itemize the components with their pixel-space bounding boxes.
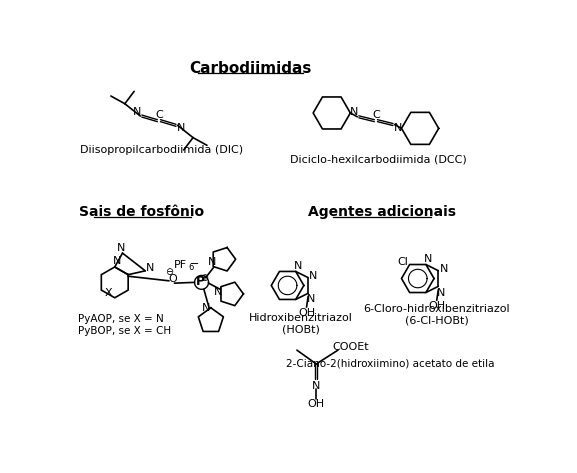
Text: C: C [373, 110, 381, 120]
Text: N: N [294, 261, 302, 271]
Text: N: N [177, 123, 186, 133]
Text: Diciclo-hexilcarbodiimida (DCC): Diciclo-hexilcarbodiimida (DCC) [290, 154, 467, 164]
Text: ⊕: ⊕ [201, 273, 209, 283]
Text: Sais de fosfônio: Sais de fosfônio [79, 204, 204, 219]
Text: N: N [213, 288, 222, 298]
Text: Agentes adicionais: Agentes adicionais [308, 204, 456, 219]
Text: N: N [437, 288, 445, 298]
Text: N: N [394, 123, 403, 132]
Text: N: N [424, 254, 432, 264]
Text: N: N [145, 263, 154, 273]
Text: COOEt: COOEt [332, 342, 369, 352]
Text: N: N [202, 303, 211, 313]
Text: Hidroxibenzitriazol
(HOBt): Hidroxibenzitriazol (HOBt) [249, 313, 353, 335]
Text: OH: OH [428, 301, 445, 311]
Text: OH: OH [308, 399, 325, 409]
Text: N: N [312, 381, 320, 391]
Text: O: O [168, 273, 177, 283]
Text: N: N [113, 256, 121, 266]
Text: −: − [190, 259, 199, 269]
Text: Cl: Cl [397, 257, 408, 267]
Text: Carbodiimidas: Carbodiimidas [189, 61, 312, 76]
Text: N: N [309, 271, 318, 281]
Text: Diisopropilcarbodiimida (DIC): Diisopropilcarbodiimida (DIC) [80, 145, 243, 155]
Text: PyAOP, se X = N: PyAOP, se X = N [78, 315, 164, 324]
Text: ⊖: ⊖ [165, 267, 173, 277]
Text: P: P [196, 275, 205, 288]
Text: OH: OH [298, 308, 315, 318]
Text: N: N [208, 257, 216, 267]
Text: N: N [350, 107, 358, 117]
Text: PyBOP, se X = CH: PyBOP, se X = CH [78, 326, 171, 336]
Text: 6-Cloro-hidroxibenzitriazol
(6-Cl-HOBt): 6-Cloro-hidroxibenzitriazol (6-Cl-HOBt) [363, 304, 509, 325]
Text: 6: 6 [188, 263, 193, 272]
Text: N: N [440, 264, 448, 274]
Text: C: C [156, 110, 163, 120]
Text: N: N [307, 295, 316, 305]
Text: N: N [133, 107, 141, 117]
Text: N: N [117, 243, 125, 253]
Text: 2-Ciano-2(hidroxiimino) acetato de etila: 2-Ciano-2(hidroxiimino) acetato de etila [286, 359, 494, 369]
Text: PF: PF [174, 260, 187, 270]
Text: X: X [105, 288, 113, 298]
